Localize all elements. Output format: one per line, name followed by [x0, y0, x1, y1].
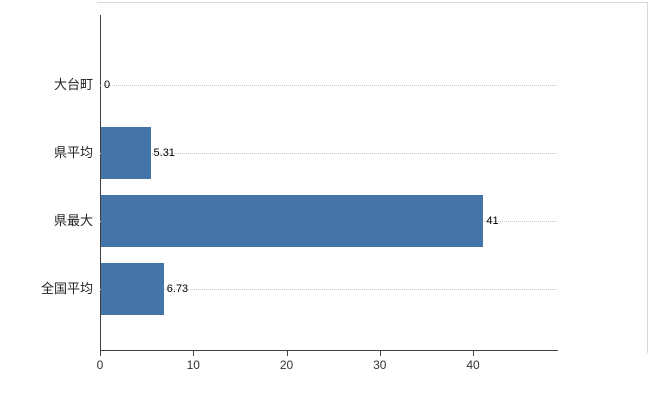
x-tick — [193, 351, 195, 356]
x-tick-label: 40 — [466, 358, 480, 372]
x-tick — [100, 351, 101, 356]
category-label: 全国平均 — [40, 281, 93, 296]
bar-value-label: 0 — [104, 79, 111, 91]
x-tick-label: 20 — [279, 358, 294, 372]
chart-frame — [97, 2, 648, 353]
x-tick-label: 0 — [96, 358, 104, 372]
category-label: 県最大 — [53, 213, 93, 228]
x-tick — [286, 351, 288, 356]
bar-value-label: 6.73 — [166, 283, 189, 295]
gridline — [100, 153, 557, 154]
y-axis-line — [100, 15, 101, 351]
x-tick-label: 30 — [373, 358, 387, 372]
gridline — [100, 85, 557, 86]
gridline — [100, 289, 557, 290]
bar — [101, 127, 151, 179]
x-tick-label: 10 — [186, 358, 200, 372]
bar-value-label: 41 — [486, 215, 499, 227]
category-label: 大台町 — [53, 77, 93, 92]
x-axis-line — [100, 350, 558, 351]
bar — [101, 263, 164, 315]
category-label: 県平均 — [53, 145, 93, 160]
x-tick — [473, 351, 475, 356]
x-tick — [379, 351, 381, 356]
bar-value-label: 5.31 — [153, 147, 175, 159]
bar — [101, 195, 484, 247]
